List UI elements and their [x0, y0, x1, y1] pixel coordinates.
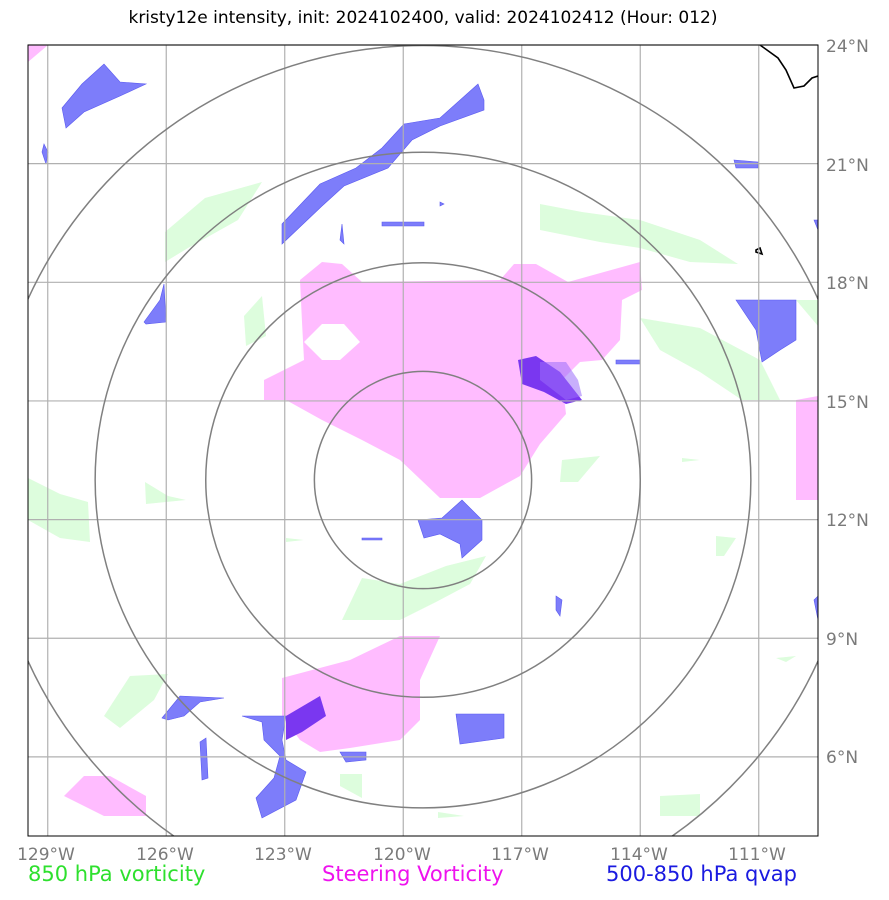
lat-label-24n: 24°N — [826, 37, 869, 57]
lon-label-114w: 114°W — [610, 845, 668, 865]
lat-label-6n: 6°N — [826, 748, 858, 768]
legend-qvap: 500-850 hPa qvap — [606, 862, 797, 886]
lon-label-111w: 111°W — [728, 845, 786, 865]
range-rings — [28, 45, 818, 836]
legend-steering-vorticity: Steering Vorticity — [322, 862, 504, 886]
range-ring — [313, 370, 533, 590]
vorticity-850-field — [28, 182, 818, 818]
graticule — [28, 44, 818, 836]
lon-label-129w: 129°W — [17, 845, 75, 865]
lon-label-123w: 123°W — [254, 845, 312, 865]
map-frame — [27, 44, 819, 837]
lon-label-117w: 117°W — [491, 845, 549, 865]
range-ring — [205, 262, 641, 699]
lat-label-12n: 12°N — [826, 511, 869, 531]
lat-tick-labels: 24°N 21°N 18°N 15°N 12°N 9°N 6°N — [826, 37, 869, 768]
coastline — [755, 45, 818, 256]
map-title: kristy12e intensity, init: 2024102400, v… — [128, 8, 718, 28]
legend-850-vorticity: 850 hPa vorticity — [28, 862, 206, 886]
overlap-shading — [540, 362, 582, 400]
lon-label-120w: 120°W — [373, 845, 431, 865]
range-ring — [28, 45, 818, 836]
field-layers — [28, 45, 818, 819]
steering-vorticity-field — [28, 45, 818, 816]
lat-label-21n: 21°N — [826, 156, 869, 176]
lat-label-18n: 18°N — [826, 274, 869, 294]
lat-label-9n: 9°N — [826, 630, 858, 650]
lat-label-15n: 15°N — [826, 393, 869, 413]
lon-tick-labels: 129°W 126°W 123°W 120°W 117°W 114°W 111°… — [17, 845, 786, 865]
range-ring — [94, 151, 752, 809]
lon-label-126w: 126°W — [136, 845, 194, 865]
